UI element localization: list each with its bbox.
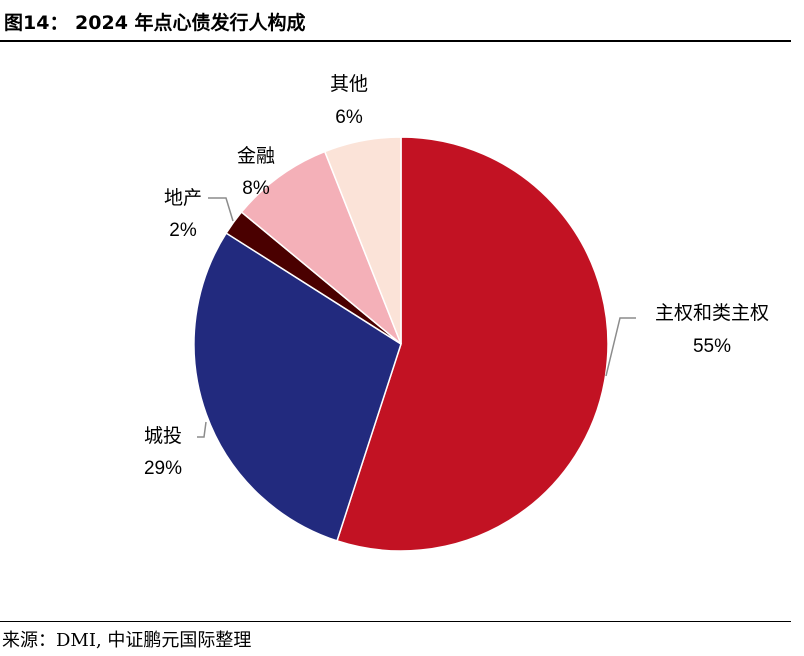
figure-title: 图14： 2024 年点心债发行人构成 [4,12,306,34]
slice-labels: 主权和类主权 55% 城投 29% 地产 2% 金融 8% 其他 6% [144,73,769,479]
slice-label-value-5: 6% [335,107,363,128]
pie-slice-5 [323,136,402,345]
pie-slices [193,136,609,552]
bottom-rule [0,621,791,622]
slice-label-value-1: 55% [693,336,731,357]
slice-label-name-3: 地产 [164,187,202,209]
slice-label-name-5: 其他 [330,73,368,95]
leader-line-3 [208,197,234,222]
slice-label-value-2: 29% [144,458,182,479]
leader-line-2 [197,421,207,438]
pie-slice-2 [193,232,402,542]
source-note: 来源：DMI, 中证鹏元国际整理 [2,630,252,651]
slice-label-name-4: 金融 [237,145,275,167]
leader-lines [197,197,636,438]
pie-slice-1 [336,136,609,552]
slice-label-name-2: 城投 [144,425,182,447]
slice-label-name-1: 主权和类主权 [655,302,769,324]
slice-label-value-3: 2% [169,220,197,241]
top-rule [0,40,791,42]
pie-slice-4 [240,150,402,345]
leader-line-1 [605,317,636,377]
slice-label-value-4: 8% [242,178,270,199]
pie-chart: 主权和类主权 55% 城投 29% 地产 2% 金融 8% 其他 6% [144,73,769,552]
